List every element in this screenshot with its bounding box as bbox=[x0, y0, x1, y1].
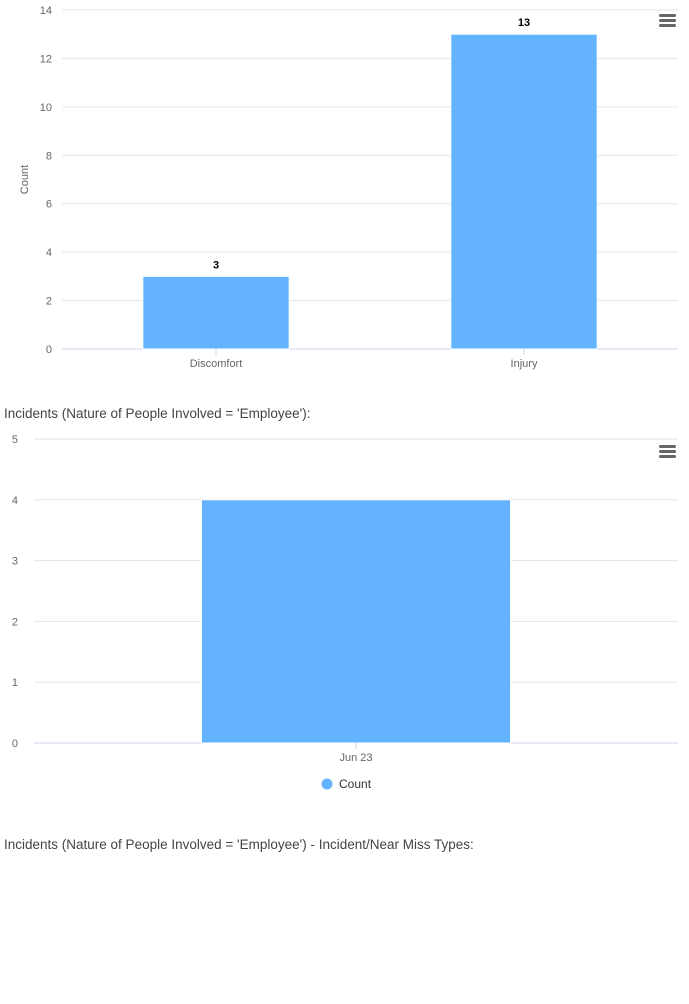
x-tick-label: Injury bbox=[511, 358, 538, 370]
chart-menu-icon[interactable] bbox=[659, 445, 676, 458]
data-label: 13 bbox=[518, 17, 530, 29]
bar-jun-23[interactable] bbox=[200, 499, 512, 744]
x-axis-labels: Discomfort Injury bbox=[190, 349, 538, 370]
y-axis-ticks: 0 2 4 6 8 10 12 14 bbox=[40, 5, 52, 356]
section-heading-employee-incidents: Incidents (Nature of People Involved = '… bbox=[4, 406, 311, 421]
bar-injury[interactable] bbox=[450, 33, 598, 350]
chart-menu-icon[interactable] bbox=[659, 14, 676, 27]
y-tick-label: 8 bbox=[46, 150, 52, 162]
y-tick-label: 5 bbox=[12, 434, 18, 446]
employee-incidents-bar-chart: 0 1 2 3 4 5 Jun 23 Count bbox=[12, 434, 678, 791]
y-tick-label: 6 bbox=[46, 199, 52, 211]
y-tick-label: 4 bbox=[46, 247, 52, 259]
bars bbox=[200, 499, 512, 744]
y-tick-label: 2 bbox=[12, 616, 18, 628]
bar-discomfort[interactable] bbox=[142, 275, 290, 350]
y-tick-label: 3 bbox=[12, 556, 18, 568]
legend[interactable]: Count bbox=[321, 777, 372, 791]
data-labels: 3 13 bbox=[213, 17, 530, 271]
x-tick-label: Discomfort bbox=[190, 358, 243, 370]
x-axis-labels: Jun 23 bbox=[339, 743, 373, 764]
y-axis-ticks: 0 1 2 3 4 5 bbox=[12, 434, 18, 750]
x-tick-label: Jun 23 bbox=[339, 752, 372, 764]
y-tick-label: 14 bbox=[40, 5, 52, 17]
bars bbox=[142, 33, 598, 350]
y-axis-title: Count bbox=[19, 165, 31, 194]
data-label: 3 bbox=[213, 259, 219, 271]
y-tick-label: 4 bbox=[12, 495, 18, 507]
y-tick-label: 2 bbox=[46, 296, 52, 308]
y-tick-label: 10 bbox=[40, 102, 52, 114]
legend-marker bbox=[321, 778, 333, 790]
y-tick-label: 0 bbox=[12, 738, 18, 750]
y-tick-label: 12 bbox=[40, 53, 52, 65]
incident-type-bar-chart: 0 2 4 6 8 10 12 14 Count 3 13 Discomfort Injury bbox=[19, 5, 678, 370]
legend-label[interactable]: Count bbox=[339, 777, 372, 791]
y-tick-label: 1 bbox=[12, 677, 18, 689]
section-heading-incident-types: Incidents (Nature of People Involved = '… bbox=[4, 837, 474, 852]
y-tick-label: 0 bbox=[46, 344, 52, 356]
